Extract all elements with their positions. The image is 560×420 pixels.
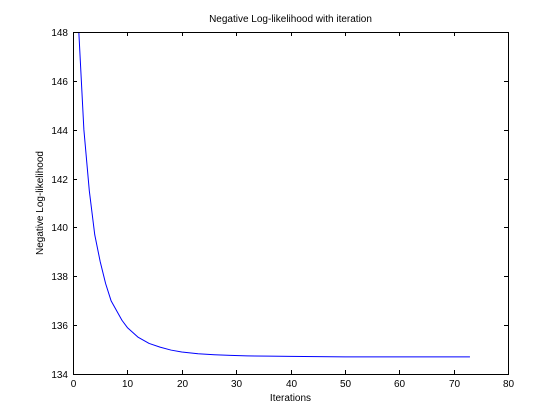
x-tick-label: 50 (340, 379, 352, 390)
y-tick-label: 134 (51, 370, 68, 381)
y-tick-label: 144 (51, 126, 68, 137)
x-axis-title: Iterations (270, 393, 311, 404)
x-tick-label: 60 (394, 379, 406, 390)
y-tick-label: 138 (51, 272, 68, 283)
y-axis-title: Negative Log-likelihood (35, 151, 46, 255)
x-tick-label: 10 (122, 379, 134, 390)
x-tick-label: 20 (177, 379, 189, 390)
chart-title: Negative Log-likelihood with iteration (209, 14, 372, 25)
x-tick-label: 0 (71, 379, 77, 390)
series-line (78, 32, 470, 358)
x-tick-label: 30 (231, 379, 243, 390)
x-tick-label: 40 (286, 379, 298, 390)
x-tick-label: 80 (503, 379, 515, 390)
data-layer (78, 32, 470, 358)
y-tick-label: 136 (51, 321, 68, 332)
y-tick-label: 146 (51, 77, 68, 88)
y-tick-label: 148 (51, 28, 68, 39)
x-tick-label: 70 (449, 379, 461, 390)
axes-box (73, 32, 509, 375)
y-tick-label: 142 (51, 175, 68, 186)
y-tick-label: 140 (51, 223, 68, 234)
plot-area (73, 32, 508, 374)
